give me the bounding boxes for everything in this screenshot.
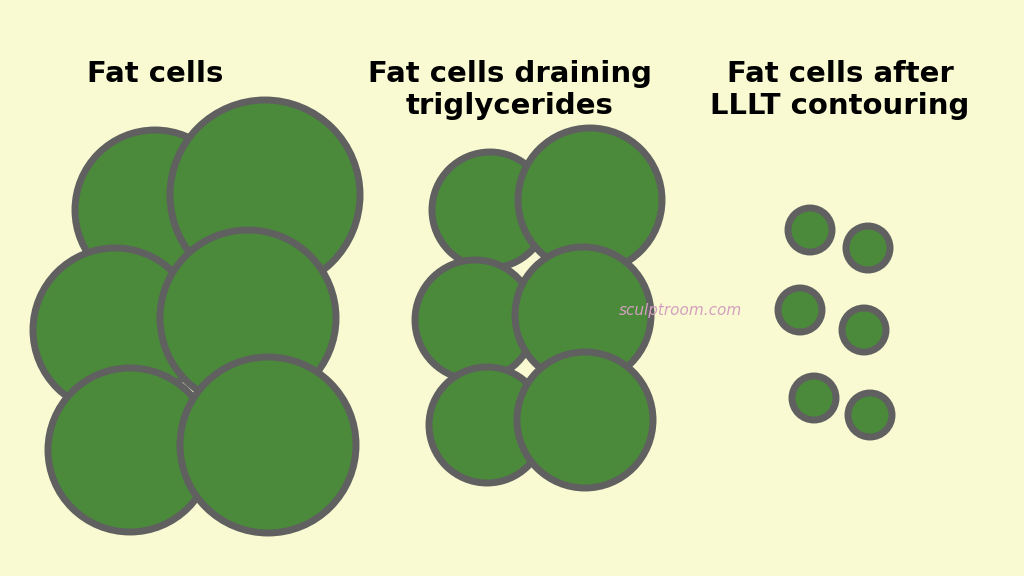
Circle shape [170,100,360,290]
Circle shape [848,393,892,437]
Circle shape [432,152,548,268]
Circle shape [518,128,662,272]
Text: sculptroom.com: sculptroom.com [618,302,741,317]
Circle shape [75,130,234,290]
Circle shape [415,260,535,380]
Circle shape [792,376,836,420]
Circle shape [180,357,356,533]
Circle shape [778,288,822,332]
Circle shape [160,230,336,406]
Text: Fat cells draining
triglycerides: Fat cells draining triglycerides [368,60,652,120]
Circle shape [788,208,831,252]
Circle shape [429,367,545,483]
Circle shape [48,368,212,532]
Text: Fat cells after
LLLT contouring: Fat cells after LLLT contouring [711,60,970,120]
Circle shape [515,247,651,383]
Text: Fat cells: Fat cells [87,60,223,88]
Circle shape [846,226,890,270]
Circle shape [517,352,653,488]
Circle shape [842,308,886,352]
Circle shape [33,248,197,412]
